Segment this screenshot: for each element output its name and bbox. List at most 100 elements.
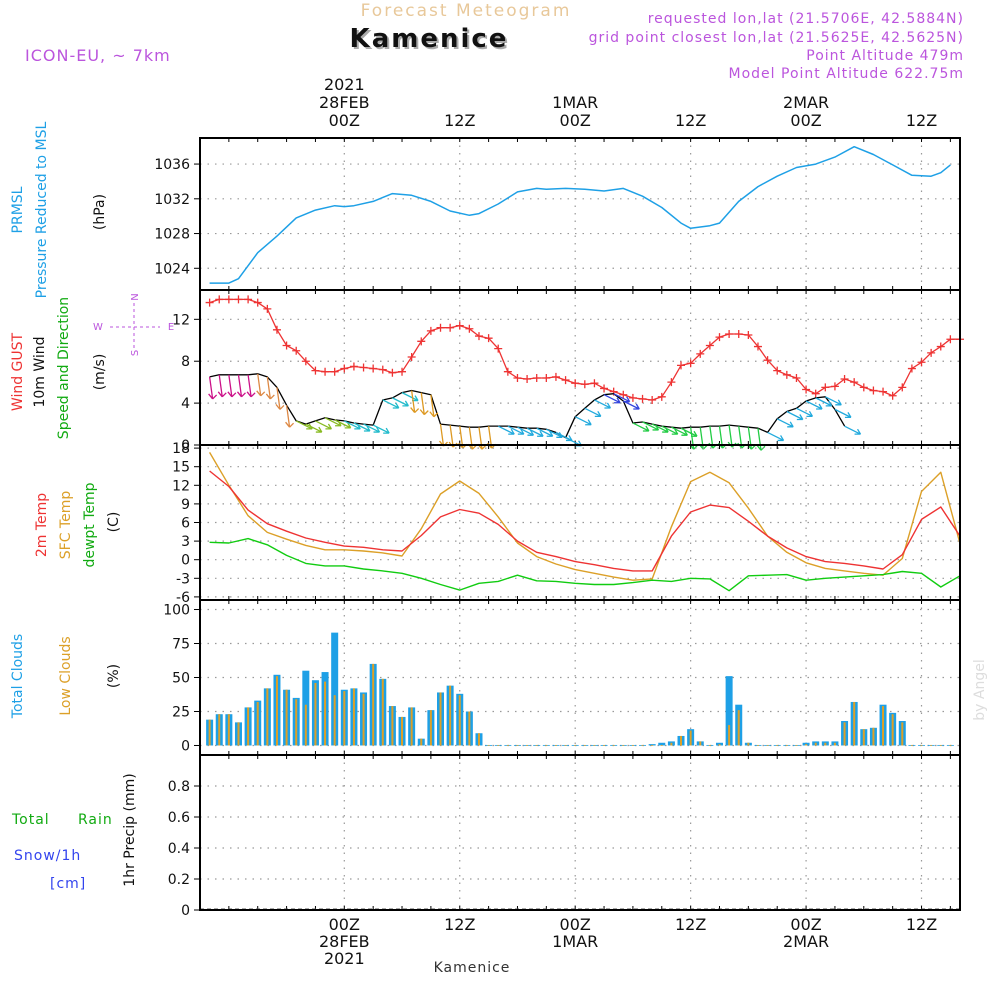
wind-gust-marker (821, 383, 830, 392)
wind-gust-marker (388, 368, 397, 377)
clouds-unit-label: (%) (106, 664, 122, 688)
low-clouds-bar (862, 729, 865, 746)
watermark: by Angel (972, 659, 988, 720)
y-tick-label: 4 (181, 396, 190, 412)
low-clouds-bar (872, 727, 875, 746)
wind-gust-marker (590, 379, 599, 388)
wind-gust-marker (927, 348, 936, 357)
pressure-panel-labels: PRMSL Pressure Reduced to MSL (hPa) (10, 121, 108, 298)
bottom-time-label: 28FEB (319, 932, 370, 951)
low-clouds-bar (660, 744, 663, 746)
low-clouds-bar (535, 744, 538, 746)
low-clouds-bar (352, 688, 355, 746)
wind-gust-marker (446, 323, 455, 332)
clouds-panel-labels: Total Clouds Low Clouds (%) (10, 634, 122, 719)
wind-gust-marker (792, 373, 801, 382)
wind-direction-arrow (671, 426, 688, 436)
y-tick-label: 1024 (154, 261, 190, 277)
bottom-time-label: 1MAR (552, 932, 598, 951)
low-clouds-bar (901, 722, 904, 746)
wind-gust-marker (686, 359, 695, 368)
y-tick-label: 75 (172, 637, 190, 653)
precip-plot: 0 0.2 0.4 0.6 0.8 (168, 754, 961, 919)
y-tick-label: 0 (181, 438, 190, 454)
wind-10m-label: 10m Wind (32, 336, 48, 407)
wind-gust-marker (619, 390, 628, 399)
low-clouds-bar (949, 744, 952, 746)
temperature-unit-label: (C) (106, 512, 122, 533)
total-clouds-label: Total Clouds (10, 634, 26, 719)
y-tick-label: 18 (172, 441, 190, 457)
wind-gust-marker (272, 325, 281, 334)
wind-gust-marker (840, 375, 849, 384)
low-clouds-bar (737, 710, 740, 746)
wind-gust-marker (292, 346, 301, 355)
low-clouds-bar (381, 678, 384, 746)
y-tick-label: 9 (181, 497, 190, 513)
footer-location: Kamenice (434, 960, 511, 976)
wind-speed-line (209, 373, 846, 439)
y-tick-label: 1036 (154, 157, 190, 173)
wind-direction-arrow (815, 397, 833, 407)
low-clouds-bar (651, 744, 654, 746)
wind-gust-marker (494, 344, 503, 353)
y-tick-label: -3 (176, 571, 190, 587)
wind-gust-marker (330, 367, 339, 376)
low-clouds-bar (805, 744, 808, 746)
bottom-time-label: 2021 (324, 949, 365, 968)
total-label: Total (11, 812, 50, 828)
wind-gust-marker (917, 358, 926, 367)
low-clouds-bar (728, 725, 731, 746)
wind-gust-marker (484, 334, 493, 343)
wind-direction-arrow (756, 428, 766, 451)
low-clouds-bar (785, 744, 788, 746)
wind-gust-marker (244, 295, 253, 304)
wind-gust-marker (888, 391, 897, 400)
y-tick-label: 12 (172, 312, 190, 328)
wind-gust-marker (571, 379, 580, 388)
wind-direction-arrow (334, 419, 352, 429)
wind-direction-arrow (392, 397, 409, 407)
low-clouds-bar (314, 682, 317, 746)
t2m-label: 2m Temp (34, 493, 50, 557)
low-clouds-bar (275, 676, 278, 746)
wind-gust-marker (321, 367, 330, 376)
wind-gust-marker (753, 342, 762, 351)
location-title-shadow: Kamenice (352, 26, 511, 56)
low-clouds-bar (237, 722, 240, 746)
y-tick-label: 8 (181, 354, 190, 370)
compass-south: S (130, 350, 141, 356)
model-altitude: Model Point Altitude 622.75m (729, 66, 964, 82)
grid-coords: grid point closest lon,lat (21.5625E, 42… (589, 30, 964, 46)
wind-gust-marker (205, 298, 214, 307)
low-clouds-bar (718, 744, 721, 746)
wind-gust-marker (734, 329, 743, 338)
wind-gust-marker (677, 361, 686, 370)
low-clouds-bar (593, 744, 596, 746)
wind-direction-arrow (256, 373, 266, 397)
low-clouds-bar (930, 744, 933, 746)
wind-gust-marker (474, 332, 483, 341)
low-clouds-bar (516, 744, 519, 746)
low-clouds-bar (468, 711, 471, 746)
wind-direction-arrow (594, 399, 611, 409)
requested-coords: requested lon,lat (21.5706E, 42.5884N) (648, 11, 964, 27)
y-tick-label: 1028 (154, 227, 190, 243)
wind-direction-arrow (363, 423, 381, 433)
top-time-label: 12Z (906, 111, 937, 130)
wind-direction-arrow (217, 374, 227, 398)
wind-gust-marker (936, 342, 945, 351)
wind-direction-arrow (574, 416, 592, 426)
low-clouds-bar (766, 744, 769, 746)
wind-direction-arrow (661, 425, 679, 435)
low-clouds-bar (708, 744, 711, 746)
wind-direction-arrow (844, 425, 862, 435)
wind-direction-arrow (353, 422, 371, 432)
wind-direction-arrow (825, 396, 842, 406)
wind-direction-arrow (208, 376, 218, 400)
wind-gust-marker (436, 323, 445, 332)
y-tick-label: 1032 (154, 192, 190, 208)
y-tick-label: 6 (181, 516, 190, 532)
low-clouds-bar (410, 707, 413, 746)
